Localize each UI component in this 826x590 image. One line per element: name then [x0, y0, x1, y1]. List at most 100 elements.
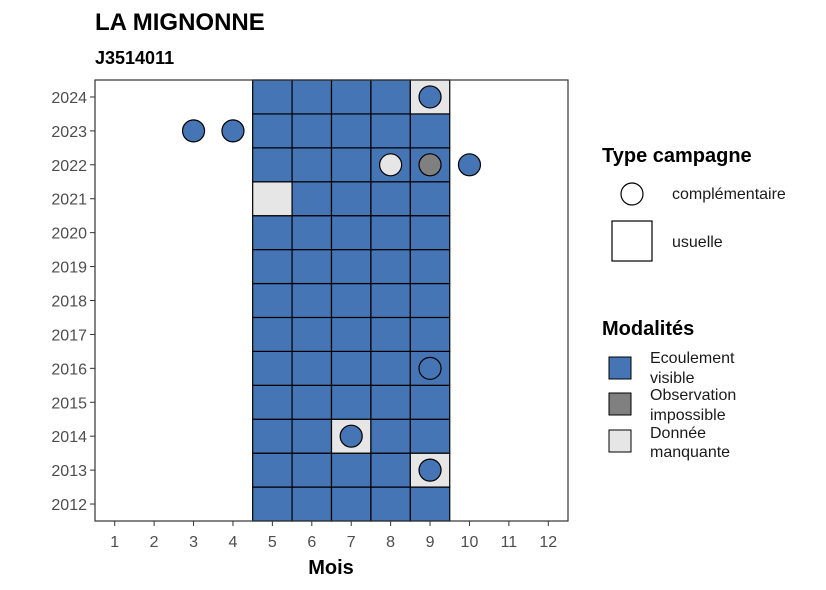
- x-tick-label: 8: [386, 534, 395, 551]
- tile-2012-8: [370, 486, 411, 522]
- tile-2017-9: [409, 316, 451, 352]
- point-2023-4: [221, 119, 245, 143]
- y-tick-label: 2019: [51, 260, 87, 277]
- tile-2017-6: [291, 316, 333, 352]
- tile-2020-9: [409, 215, 451, 251]
- chart-title: LA MIGNONNE: [95, 9, 265, 36]
- x-tick-label: 6: [307, 534, 316, 551]
- tile-2018-8: [370, 282, 411, 319]
- tile-2021-9: [409, 181, 451, 217]
- legend-label-manquante: manquante: [650, 444, 730, 461]
- tile-2012-6: [291, 486, 333, 522]
- tile-2024-6: [291, 79, 333, 115]
- y-tick-label: 2013: [51, 463, 87, 480]
- legend-label-impossible: impossible: [650, 407, 726, 424]
- tile-2013-8: [370, 452, 411, 488]
- tile-2018-9: [409, 282, 451, 319]
- tile-2019-7: [330, 249, 372, 285]
- tile-2022-6: [291, 147, 333, 183]
- point-2014-7: [339, 424, 363, 448]
- tile-2016-5: [252, 350, 293, 386]
- tile-2021-7: [330, 181, 372, 217]
- tile-2014-5: [252, 418, 293, 454]
- point-2013-9: [418, 458, 442, 482]
- y-tick-label: 2024: [51, 90, 87, 107]
- tile-2014-6: [291, 418, 333, 454]
- x-tick-label: 5: [268, 534, 277, 551]
- x-axis: 1 2 3 4 5 6 7 8 9 10 11 12: [110, 521, 557, 551]
- y-tick-label: 2022: [51, 158, 87, 175]
- legend-modalites-title: Modalités: [602, 318, 694, 340]
- x-tick-label: 2: [150, 534, 159, 551]
- point-2016-9: [418, 356, 442, 380]
- tile-2022-7: [330, 147, 372, 183]
- tile-2015-7: [330, 384, 372, 420]
- y-tick-label: 2016: [51, 361, 87, 378]
- tile-2015-6: [291, 384, 333, 420]
- legend-key-donnee-manquante: [608, 429, 632, 453]
- point-2022-8: [379, 153, 403, 177]
- tile-2015-5: [252, 384, 293, 420]
- tile-2015-9: [409, 384, 451, 420]
- tile-2021-6: [291, 181, 333, 217]
- chart-subtitle: J3514011: [95, 48, 174, 68]
- point-2023-3: [181, 119, 206, 143]
- x-axis-title: Mois: [308, 557, 354, 579]
- tile-2013-7: [330, 452, 372, 488]
- tile-2020-5: [252, 215, 293, 251]
- legend-label-visible: visible: [650, 370, 695, 387]
- tile-2018-7: [330, 282, 372, 319]
- tile-2014-9: [409, 418, 451, 454]
- legend-modalites: Modalités Ecoulement visible Observation…: [602, 318, 736, 461]
- tile-2015-8: [370, 384, 411, 420]
- tile-2023-9: [409, 113, 451, 149]
- tile-2016-8: [370, 350, 411, 386]
- points-layer: [181, 85, 482, 482]
- y-tick-label: 2014: [51, 429, 87, 446]
- tile-2016-7: [330, 350, 372, 386]
- tile-2020-6: [291, 215, 333, 251]
- legend-label-observation: Observation: [650, 387, 736, 404]
- x-tick-label: 4: [229, 534, 238, 551]
- y-tick-label: 2023: [51, 124, 87, 141]
- tile-2023-5: [252, 113, 293, 149]
- legend-square-symbol: [611, 220, 653, 262]
- legend-key-observation-impossible: [608, 392, 632, 416]
- tile-2017-5: [252, 316, 293, 352]
- x-tick-label: 12: [539, 534, 557, 551]
- y-tick-label: 2015: [51, 395, 87, 412]
- tile-2019-5: [252, 249, 293, 285]
- y-tick-label: 2017: [51, 327, 87, 344]
- legend-label-ecoulement: Ecoulement: [650, 350, 735, 367]
- tile-2024-5: [252, 79, 293, 115]
- x-tick-label: 11: [501, 534, 518, 551]
- tile-2018-5: [252, 282, 293, 319]
- tile-2021-5: [252, 181, 293, 217]
- tile-2019-8: [370, 249, 411, 285]
- legend-complementaire-label: complémentaire: [672, 186, 786, 203]
- legend-usuelle-label: usuelle: [672, 234, 723, 251]
- tile-2017-7: [330, 316, 372, 352]
- tile-2021-8: [370, 181, 411, 217]
- tile-2023-7: [330, 113, 372, 149]
- tile-2013-5: [252, 452, 293, 488]
- legend-type-title: Type campagne: [602, 145, 752, 167]
- tile-2024-8: [370, 79, 411, 115]
- y-tick-label: 2021: [51, 192, 87, 209]
- tile-2012-9: [409, 486, 451, 522]
- tile-2020-7: [330, 215, 372, 251]
- tile-2024-7: [330, 79, 372, 115]
- tile-2018-6: [291, 282, 333, 319]
- tile-2013-6: [291, 452, 333, 488]
- tile-2017-8: [370, 316, 411, 352]
- tile-2022-5: [252, 147, 293, 183]
- x-tick-label: 10: [461, 534, 479, 551]
- x-tick-label: 7: [347, 534, 356, 551]
- tile-2012-7: [330, 486, 372, 522]
- legend-type-campagne: Type campagne complémentaire usuelle: [602, 145, 786, 262]
- legend-circle-symbol: [620, 182, 644, 206]
- x-tick-label: 3: [189, 534, 198, 551]
- y-tick-label: 2012: [51, 497, 87, 514]
- tile-2020-8: [370, 215, 411, 251]
